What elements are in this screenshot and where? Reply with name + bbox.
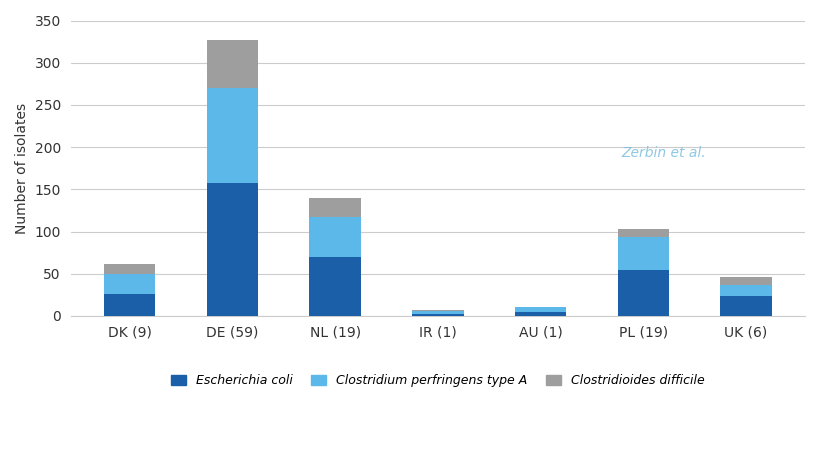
Bar [412,311,463,314]
Bar [309,198,360,217]
Bar [617,270,668,316]
Bar [719,277,771,285]
Bar [617,237,668,270]
Bar [617,229,668,237]
Y-axis label: Number of isolates: Number of isolates [15,103,29,234]
Bar [719,296,771,316]
Bar [104,294,155,316]
Bar [104,274,155,294]
Bar [719,285,771,296]
Bar [514,312,565,316]
Legend: Escherichia coli, Clostridium perfringens type A, Clostridioides difficile: Escherichia coli, Clostridium perfringen… [165,369,709,392]
Bar [514,307,565,312]
Bar [309,257,360,316]
Bar [206,88,258,183]
Bar [412,314,463,316]
Bar [104,264,155,274]
Text: Zerbin et al.: Zerbin et al. [621,147,705,160]
Bar [412,310,463,311]
Bar [206,183,258,316]
Bar [309,217,360,257]
Bar [206,40,258,88]
